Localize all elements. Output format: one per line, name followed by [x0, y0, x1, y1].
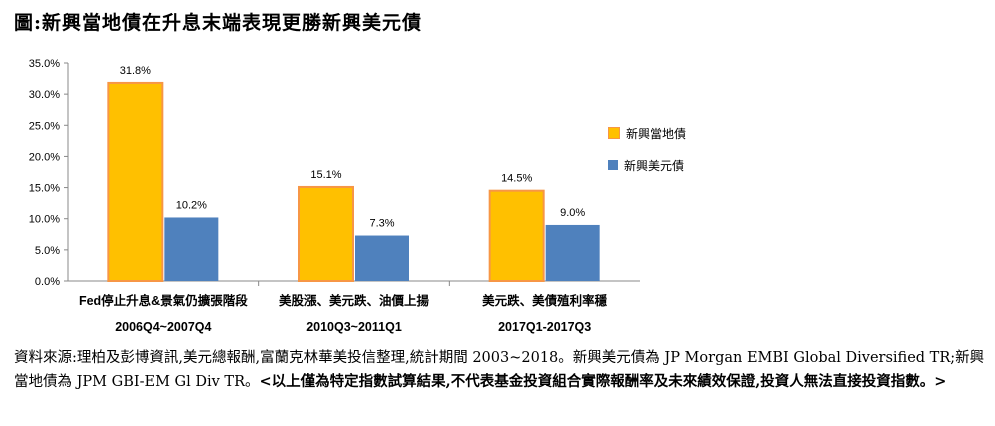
x-category-period: 2017Q1-2017Q3	[498, 320, 591, 334]
y-tick-label: 0.0%	[35, 276, 60, 288]
y-tick-label: 15.0%	[29, 183, 60, 195]
legend-item-usd-bond: 新興美元債	[608, 154, 686, 176]
source-note: 資料來源:理柏及彭博資訊,美元總報酬,富蘭克林華美投信整理,統計期間 2003~…	[14, 346, 986, 394]
page-title: 圖:新興當地債在升息末端表現更勝新興美元債	[14, 12, 423, 34]
legend-swatch-local-bond	[608, 127, 620, 139]
data-label: 14.5%	[501, 173, 532, 185]
bar-local-bond	[488, 189, 545, 282]
x-category-label: 美元跌、美債殖利率穩	[482, 293, 608, 308]
legend-swatch-usd-bond	[608, 160, 618, 170]
x-category-period: 2010Q3~2011Q1	[306, 320, 402, 334]
data-label: 9.0%	[560, 207, 585, 219]
data-label: 31.8%	[120, 65, 151, 77]
y-tick-label: 5.0%	[35, 245, 60, 257]
y-tick-label: 10.0%	[29, 214, 60, 226]
bar-usd-bond	[545, 224, 600, 281]
bar-usd-bond	[164, 217, 219, 281]
y-tick-label: 20.0%	[29, 151, 60, 163]
chart-bars: 31.8% 10.2% 15.1% 7.3% 14.5% 9.0%	[107, 65, 600, 283]
data-label: 15.1%	[310, 169, 341, 181]
y-tick-label: 25.0%	[29, 120, 60, 132]
x-axis-labels: Fed停止升息&景氣仍擴張階段 2006Q4~2007Q4 美股漲、美元跌、油價上揚…	[79, 293, 608, 334]
bar-local-bond	[107, 81, 164, 282]
bar-chart: 0.0% 5.0% 10.0% 15.0% 20.0% 25.0% 30.0% 35.0% 3…	[29, 58, 640, 334]
disclaimer-text: <以上僅為特定指數試算結果,不代表基金投資組合實際報酬率及未來績效保證,投資人無…	[259, 373, 947, 390]
x-category-label: Fed停止升息&景氣仍擴張階段	[79, 293, 248, 308]
y-tick-label: 35.0%	[29, 58, 60, 70]
x-category-period: 2006Q4~2007Q4	[115, 320, 211, 334]
data-label: 7.3%	[369, 218, 394, 230]
x-category-label: 美股漲、美元跌、油價上揚	[279, 293, 430, 308]
legend-label-local-bond: 新興當地債	[626, 126, 687, 141]
chart-legend: 新興當地債 新興美元債	[608, 122, 686, 186]
source-text: 資料來源:理柏及彭博資訊,美元總報酬,富蘭克林華美投信整理,統計期間 2003~…	[14, 350, 985, 390]
data-label: 10.2%	[176, 199, 207, 211]
bar-usd-bond	[355, 235, 409, 281]
bar-local-bond	[298, 185, 354, 283]
legend-label-usd-bond: 新興美元債	[624, 158, 685, 173]
legend-item-local-bond: 新興當地債	[608, 122, 686, 144]
y-tick-label: 30.0%	[29, 89, 60, 101]
